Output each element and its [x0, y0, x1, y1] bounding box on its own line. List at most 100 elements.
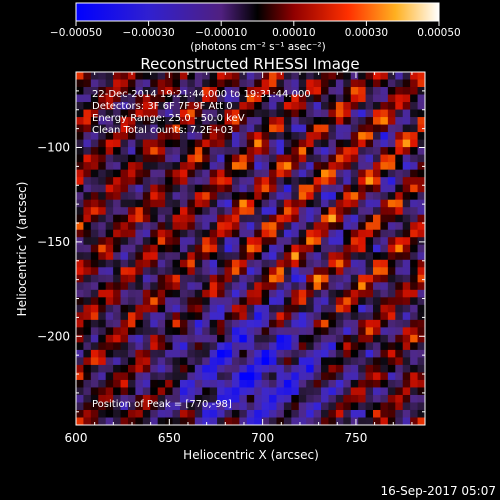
heatmap-cell [350, 214, 359, 223]
heatmap-cell [187, 117, 196, 125]
heatmap-cell [343, 94, 352, 103]
heatmap-cell [328, 124, 337, 133]
heatmap-cell [105, 274, 114, 283]
heatmap-cell [202, 267, 211, 276]
heatmap-cell [254, 154, 263, 163]
heatmap-cell [373, 304, 381, 313]
heatmap-cell [298, 349, 307, 358]
heatmap-cell [373, 177, 381, 186]
heatmap-cell [328, 319, 337, 328]
heatmap-cell [291, 297, 300, 306]
heatmap-cell [150, 274, 159, 283]
heatmap-cell [142, 274, 151, 283]
heatmap-cell [187, 349, 196, 358]
heatmap-cell [283, 297, 292, 306]
heatmap-cell [246, 154, 255, 163]
heatmap-cell [142, 139, 151, 148]
heatmap-cell [150, 229, 159, 238]
heatmap-cell [306, 169, 315, 178]
heatmap-cell [254, 372, 263, 381]
heatmap-cell [239, 162, 248, 171]
heatmap-cell [313, 349, 322, 358]
heatmap-cell [417, 364, 426, 373]
heatmap-cell [254, 402, 263, 411]
heatmap-cell [194, 304, 203, 313]
heatmap-cell [217, 117, 225, 125]
heatmap-cell [187, 184, 196, 193]
heatmap-cell [98, 154, 107, 163]
heatmap-cell [179, 244, 188, 253]
heatmap-cell [291, 312, 300, 321]
heatmap-cell [321, 327, 329, 336]
heatmap-cell [254, 177, 263, 186]
heatmap-cell [313, 402, 322, 411]
heatmap-cell [194, 334, 203, 343]
heatmap-cell [410, 319, 418, 328]
heatmap-cell [194, 282, 203, 291]
heatmap-cell [172, 169, 181, 178]
heatmap-cell [261, 342, 270, 351]
heatmap-cell [402, 379, 411, 388]
heatmap-cell [172, 237, 181, 246]
heatmap-cell [276, 252, 285, 261]
heatmap-cell [276, 372, 285, 381]
heatmap-cell [231, 124, 240, 133]
heatmap-cell [120, 222, 129, 231]
heatmap-cell [98, 327, 107, 336]
heatmap-cell [90, 184, 99, 193]
heatmap-cell [276, 124, 285, 133]
heatmap-cell [380, 244, 389, 253]
heatmap-cell [217, 79, 225, 88]
heatmap-cell [105, 109, 114, 118]
heatmap-cell [217, 402, 225, 411]
heatmap-cell [321, 312, 329, 321]
heatmap-cell [269, 192, 277, 201]
heatmap-cell [135, 259, 144, 268]
heatmap-cell [373, 214, 381, 223]
heatmap-cell [83, 124, 92, 133]
heatmap-cell [231, 297, 240, 306]
heatmap-cell [358, 252, 366, 261]
heatmap-cell [343, 274, 352, 283]
colorbar-tick-label: −0.00010 [195, 27, 247, 39]
heatmap-cell [150, 289, 159, 298]
heatmap-cell [165, 387, 173, 396]
heatmap-cell [306, 274, 315, 283]
heatmap-cell [328, 259, 337, 268]
heatmap-cell [350, 259, 359, 268]
heatmap-cell [127, 139, 136, 148]
heatmap-cell [90, 327, 99, 336]
heatmap-cell [217, 304, 225, 313]
heatmap-cell [194, 192, 203, 201]
heatmap-cell [246, 409, 255, 418]
heatmap-cell [395, 229, 404, 238]
heatmap-cell [387, 394, 396, 403]
heatmap-cell [224, 334, 233, 343]
heatmap-cell [246, 304, 255, 313]
heatmap-cell [306, 72, 315, 80]
heatmap-cell [231, 132, 240, 140]
heatmap-cell [321, 334, 329, 343]
heatmap-cell [187, 154, 196, 163]
heatmap-cell [246, 319, 255, 328]
heatmap-cell [209, 349, 218, 358]
heatmap-cell [113, 147, 121, 156]
heatmap-cell [313, 327, 322, 336]
heatmap-cell [194, 402, 203, 411]
heatmap-cell [417, 304, 426, 313]
heatmap-cell [150, 192, 159, 201]
heatmap-cell [90, 177, 99, 186]
heatmap-cell [150, 102, 159, 110]
heatmap-cell [291, 222, 300, 231]
heatmap-cell [231, 319, 240, 328]
heatmap-cell [395, 379, 404, 388]
heatmap-cell [142, 94, 151, 103]
heatmap-cell [105, 304, 114, 313]
heatmap-cell [113, 192, 121, 201]
heatmap-cell [410, 312, 418, 321]
heatmap-cell [321, 79, 329, 88]
heatmap-cell [113, 259, 121, 268]
heatmap-cell [313, 199, 322, 208]
heatmap-cell [395, 252, 404, 261]
heatmap-cell [410, 334, 418, 343]
